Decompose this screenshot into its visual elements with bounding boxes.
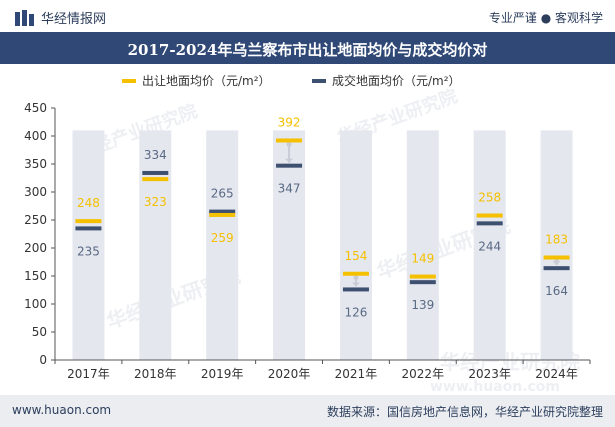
data-label-series2: 235 [77, 244, 100, 258]
diff-dot [286, 141, 292, 147]
mark-series2 [342, 287, 369, 292]
data-marks: 248 235 334 323 265 259 392 347 154 126 149 139 258 2… [75, 115, 570, 319]
legend-swatch-2 [312, 79, 326, 83]
x-tick-label: 2021年 [335, 367, 378, 381]
data-label-series2: 139 [411, 298, 434, 312]
mark-series1 [543, 255, 570, 260]
footer-website: www.huaon.com [12, 403, 112, 417]
top-bar: 华经情报网 专业严谨 ● 客观科学 [0, 0, 615, 32]
y-tick-label: 200 [24, 241, 47, 255]
data-label-series1: 149 [411, 252, 434, 266]
legend-label-2: 成交地面均价（元/m²） [332, 73, 461, 88]
data-label-series1: 323 [144, 195, 167, 209]
brand: 华经情报网 [15, 8, 106, 27]
x-tick-label: 2020年 [268, 367, 311, 381]
x-tick-label: 2018年 [134, 367, 177, 381]
x-tick-label: 2023年 [468, 367, 511, 381]
category-band [339, 130, 372, 360]
mark-series2 [276, 163, 303, 168]
footer-source: 数据来源：国信房地产信息网，华经产业研究院整理 [326, 405, 603, 419]
watermark-url: www.huaon.com [430, 379, 560, 395]
x-tick-label: 2019年 [201, 367, 244, 381]
mark-series1 [75, 219, 102, 224]
data-label-series2: 244 [478, 239, 501, 253]
data-label-series1: 392 [278, 115, 301, 129]
chart: 华经产业研究院 华经产业研究院 华经产业研究院 华经产业研究院 华经产业研究院 … [24, 73, 591, 395]
title-bar: 2017-2024年乌兰察布市出让地面均价与成交均价对 [0, 32, 615, 64]
mark-series1 [142, 177, 169, 182]
brand-name: 华经情报网 [41, 12, 107, 27]
x-tick-label: 2024年 [535, 367, 578, 381]
diff-arrow [351, 282, 360, 287]
diff-arrow [285, 158, 294, 163]
tagline: 专业严谨 ● 客观科学 [488, 11, 603, 25]
axes: 0 50 100 150 200 250 300 350 400 450 2017年 2018年 201… [24, 101, 591, 381]
legend-label-1: 出让地面均价（元/m²） [142, 74, 271, 88]
y-tick-label: 300 [24, 185, 47, 199]
x-tick-label: 2022年 [402, 367, 445, 381]
y-tick-label: 450 [24, 101, 47, 115]
mark-series2 [409, 280, 436, 285]
y-tick-label: 350 [24, 157, 47, 171]
data-label-series1: 154 [344, 249, 367, 263]
diff-dot [353, 275, 359, 281]
category-band [206, 130, 239, 360]
legend-swatch-1 [122, 79, 136, 83]
data-label-series2: 347 [278, 182, 301, 196]
chart-title: 2017-2024年乌兰察布市出让地面均价与成交均价对 [127, 41, 488, 59]
y-tick-label: 400 [24, 129, 47, 143]
y-tick-label: 150 [24, 269, 47, 283]
data-label-series2: 164 [545, 284, 568, 298]
mark-series1 [476, 213, 503, 218]
x-tick-label: 2017年 [67, 367, 110, 381]
mark-series1 [276, 138, 303, 143]
data-label-series1: 183 [545, 233, 568, 247]
category-band [139, 130, 172, 360]
category-band [406, 130, 439, 360]
data-label-series2: 126 [344, 305, 367, 319]
data-label-series1: 258 [478, 191, 501, 205]
category-band [72, 130, 105, 360]
mark-series1 [342, 271, 369, 276]
legend: 出让地面均价（元/m²） 成交地面均价（元/m²） [122, 73, 461, 88]
mark-series2 [476, 221, 503, 226]
category-band [273, 130, 306, 360]
data-label-series2: 265 [211, 187, 234, 201]
mark-series2 [142, 170, 169, 175]
data-label-series2: 334 [144, 148, 167, 162]
category-bands [72, 130, 573, 360]
y-tick-label: 50 [32, 325, 47, 339]
data-label-series1: 259 [211, 231, 234, 245]
y-tick-label: 100 [24, 297, 47, 311]
diff-dot [554, 259, 560, 265]
category-band [473, 130, 506, 360]
mark-series1 [409, 274, 436, 279]
y-tick-label: 250 [24, 213, 47, 227]
data-label-series1: 248 [77, 196, 100, 210]
category-band [540, 130, 573, 360]
mark-series2 [543, 266, 570, 271]
footer: www.huaon.com 数据来源：国信房地产信息网，华经产业研究院整理 [0, 395, 615, 427]
mark-series2 [209, 209, 236, 214]
huajing-logo-icon [15, 9, 34, 26]
y-tick-label: 0 [39, 353, 47, 367]
mark-series1 [209, 212, 236, 217]
mark-series2 [75, 226, 102, 231]
